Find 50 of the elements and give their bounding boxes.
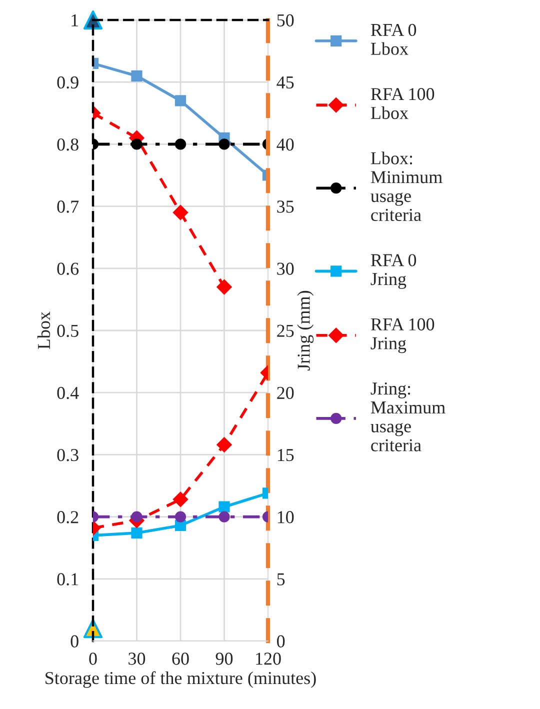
y-tick-label: 0.8 xyxy=(57,138,78,151)
x-tick-label: 60 xyxy=(172,652,189,665)
legend-label: RFA 100 Lbox xyxy=(370,88,434,120)
y-axis-title: Lbox xyxy=(37,312,50,350)
y2-tick-label: 40 xyxy=(276,138,294,151)
legend-label: Lbox: Minimum usage criteria xyxy=(370,152,442,222)
point xyxy=(131,511,142,522)
point xyxy=(172,204,188,220)
y2-tick-label: 30 xyxy=(277,262,294,275)
point xyxy=(218,501,230,512)
y-tick-label: 0.9 xyxy=(57,76,78,89)
point xyxy=(131,70,142,82)
y-tick-label: 0 xyxy=(70,635,78,648)
legend-label: RFA 0 Lbox xyxy=(370,24,416,55)
legend-label: Jring: Maximum usage criteria xyxy=(370,382,446,452)
point xyxy=(218,138,230,150)
point xyxy=(174,138,186,150)
y2-tick-label: 10 xyxy=(278,511,294,524)
point xyxy=(174,511,186,522)
point xyxy=(174,95,186,106)
y-tick-label: 0.3 xyxy=(57,448,78,462)
y-tick-label: 0.6 xyxy=(57,262,79,275)
y2-tick-label: 25 xyxy=(277,324,294,337)
y2-tick-label: 50 xyxy=(277,14,294,26)
y-tick-label: 0.5 xyxy=(57,324,78,338)
point xyxy=(216,437,232,452)
y2-tick-label: 35 xyxy=(277,200,294,213)
y-tick-label: 1 xyxy=(72,14,78,26)
point xyxy=(131,527,142,538)
y2-tick-label: 15 xyxy=(278,449,294,462)
point xyxy=(131,138,142,150)
x-axis-title: Storage time of the mixture (minutes) xyxy=(46,671,316,688)
y2-tick-label: 0 xyxy=(277,635,285,648)
x-tick-label: 30 xyxy=(128,652,146,665)
y-tick-label: 0.4 xyxy=(57,386,79,400)
y-tick-label: 0.2 xyxy=(57,511,78,524)
legend-label: RFA 0 Jring xyxy=(370,254,416,289)
y2-tick-label: 5 xyxy=(277,573,285,586)
point xyxy=(172,492,188,507)
y2-tick-label: 20 xyxy=(277,386,294,400)
y2-axis-title: Jring (mm) xyxy=(297,290,314,370)
y2-tick-label: 45 xyxy=(276,76,294,89)
point xyxy=(218,511,230,522)
y-tick-label: 0.1 xyxy=(57,573,78,586)
point xyxy=(216,279,232,295)
y-tick-label: 0.7 xyxy=(57,200,79,213)
x-tick-label: 120 xyxy=(256,652,281,665)
legend-label: RFA 100 Jring xyxy=(370,318,434,354)
x-tick-label: 90 xyxy=(216,652,233,665)
x-tick-label: 0 xyxy=(89,652,97,665)
